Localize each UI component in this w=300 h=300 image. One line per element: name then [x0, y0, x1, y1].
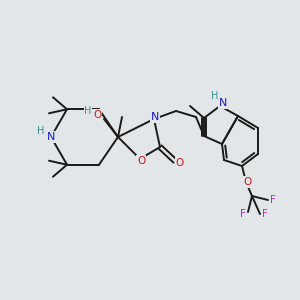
Text: O: O: [176, 158, 184, 168]
Text: N: N: [219, 98, 227, 108]
Text: N: N: [151, 112, 159, 122]
Text: H: H: [211, 91, 219, 101]
Text: F: F: [270, 195, 276, 205]
Text: H: H: [84, 106, 92, 116]
Text: F: F: [240, 209, 246, 219]
Text: O: O: [244, 177, 252, 187]
Text: O: O: [137, 156, 145, 166]
Text: N: N: [47, 132, 55, 142]
Text: O: O: [93, 110, 101, 120]
Text: F: F: [262, 209, 268, 219]
Text: H: H: [37, 126, 45, 136]
